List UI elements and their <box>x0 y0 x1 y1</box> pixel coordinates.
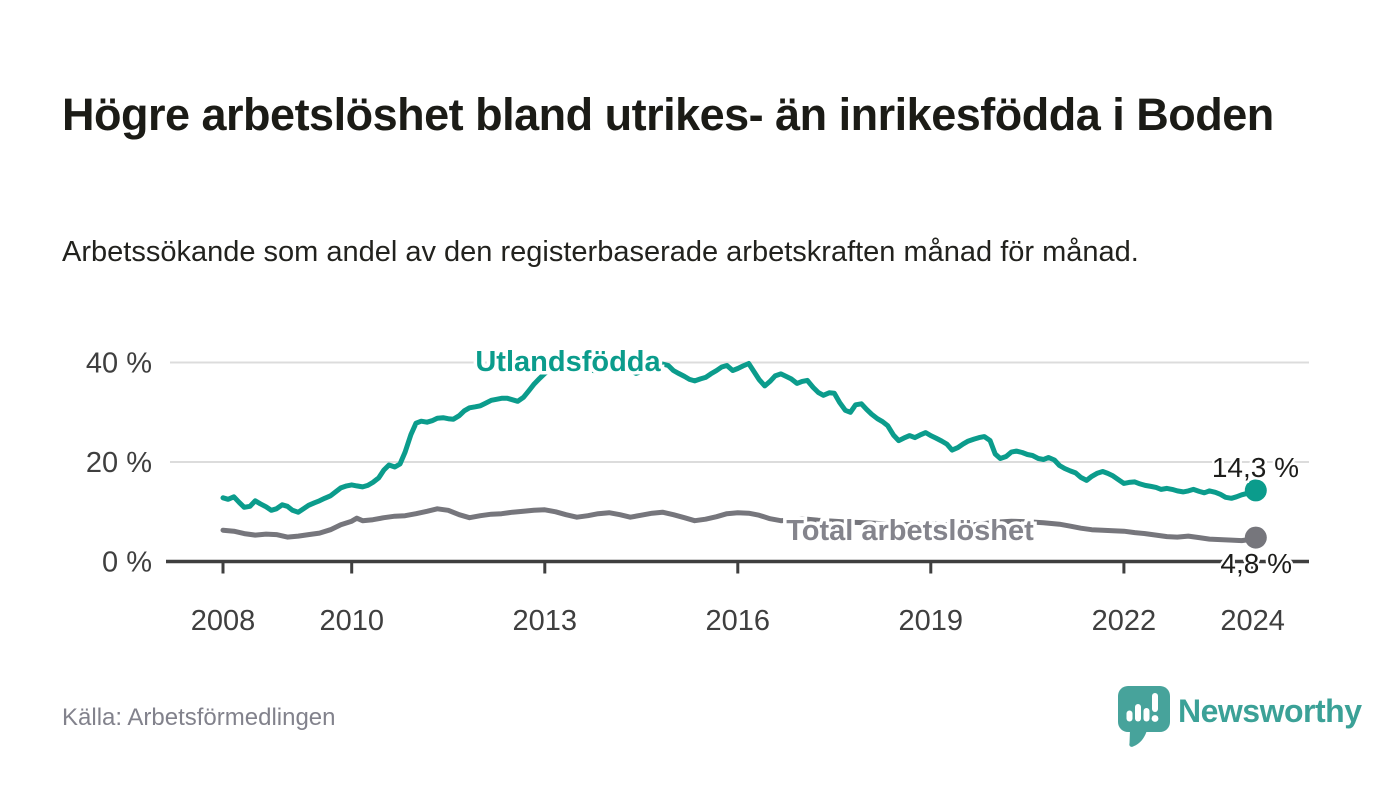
x-tick-label: 2013 <box>513 605 578 637</box>
series-label-1: Utlandsfödda <box>475 346 661 378</box>
x-tick-label: 2022 <box>1092 605 1157 637</box>
x-tick-label: 2019 <box>899 605 964 637</box>
y-tick-label: 40 % <box>86 348 152 380</box>
series-line-0 <box>220 506 1259 544</box>
series-end-dot-0 <box>1244 526 1267 549</box>
x-tick-label: 2010 <box>319 605 384 637</box>
logo-bars-icon <box>1126 693 1159 722</box>
page-title: Högre arbetslöshet bland utrikes- än inr… <box>62 89 1274 141</box>
series-line-1 <box>220 360 1259 515</box>
newsworthy-logo-icon <box>1118 686 1170 747</box>
series-end-value-0: 4,8 % <box>1220 548 1292 579</box>
newsworthy-wordmark: Newsworthy <box>1178 693 1362 729</box>
series-end-dot-1 <box>1244 479 1267 502</box>
x-tick-label: 2016 <box>706 605 771 637</box>
page-subtitle: Arbetssökande som andel av den registerb… <box>62 236 1139 268</box>
x-tick-label: 2008 <box>191 605 256 637</box>
speech-bubble-shape <box>1118 686 1170 732</box>
source-note: Källa: Arbetsförmedlingen <box>62 704 336 731</box>
y-tick-label: 20 % <box>86 447 152 479</box>
speech-bubble-tail <box>1129 730 1147 747</box>
series-label-0: Total arbetslöshet <box>786 515 1034 547</box>
x-tick-label: 2024 <box>1220 605 1285 637</box>
newsworthy-logo: Newsworthy <box>1114 684 1374 754</box>
series-end-value-1: 14,3 % <box>1212 452 1299 483</box>
y-tick-label: 0 % <box>102 547 152 579</box>
